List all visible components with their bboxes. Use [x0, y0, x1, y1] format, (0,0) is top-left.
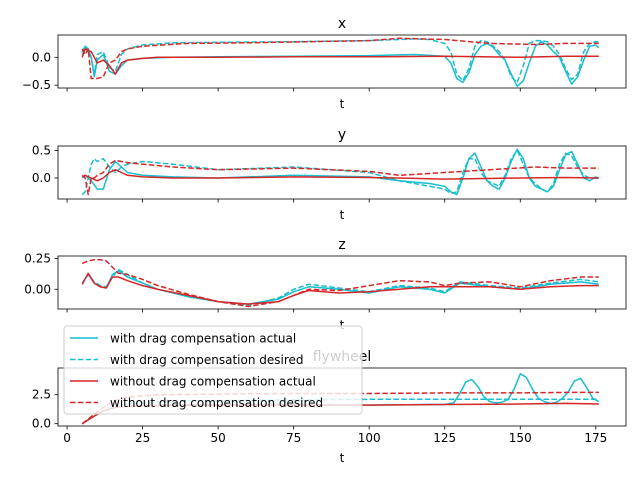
series-line-0-3	[81, 37, 599, 80]
x-tick-label-3-7: 175	[584, 431, 607, 445]
subplot-title-1: y	[338, 127, 346, 143]
x-tick-label-3-6: 150	[509, 431, 532, 445]
legend: with drag compensation actual with drag c…	[63, 325, 363, 415]
x-tick-label-3-3: 75	[286, 431, 301, 445]
axes-frame-0	[57, 34, 627, 89]
y-tick-label-1-0: 0.0	[32, 171, 51, 185]
series-line-0-1	[81, 38, 599, 84]
x-axis-label-3: t	[340, 451, 345, 465]
x-axis-label-2: t	[340, 318, 345, 332]
y-tick-label-0-1: 0.0	[32, 50, 51, 64]
y-tick-label-1-1: 0.5	[32, 143, 51, 157]
series-line-1-2	[81, 168, 599, 182]
y-tick-label-3-0: 0.0	[32, 417, 51, 431]
series-line-1-0	[81, 148, 600, 196]
y-tick-label-3-1: 2.5	[32, 388, 51, 402]
legend-box	[63, 325, 363, 415]
y-tick-label-2-0: 0.00	[24, 282, 51, 296]
series-line-2-3	[81, 258, 599, 308]
x-tick-label-3-0: 0	[63, 431, 71, 445]
series-line-0-2	[81, 48, 599, 75]
legend-label-1: with drag compensation desired	[110, 353, 304, 367]
axes-frame-2	[57, 255, 627, 310]
subplot-1: 0.0 0.5 y t	[32, 127, 627, 222]
series-line-0-0	[81, 40, 600, 88]
series-line-1-1	[81, 149, 600, 196]
x-tick-label-3-4: 100	[358, 431, 381, 445]
series-line-2-1	[81, 268, 599, 307]
legend-label-0: with drag compensation actual	[110, 332, 296, 346]
series-line-1-3	[81, 159, 599, 196]
x-tick-label-3-1: 25	[135, 431, 150, 445]
x-tick-label-3-2: 50	[210, 431, 225, 445]
subplot-title-2: z	[338, 237, 345, 253]
x-axis-label-0: t	[340, 97, 345, 111]
y-tick-label-0-0: −0.5	[22, 78, 51, 92]
legend-label-3: without drag compensation desired	[110, 396, 323, 410]
subplot-title-0: x	[338, 16, 346, 32]
legend-label-2: without drag compensation actual	[110, 375, 316, 389]
subplot-0: −0.5 0.0 x t	[22, 16, 627, 111]
x-tick-label-3-5: 125	[433, 431, 456, 445]
axes-frame-1	[57, 145, 627, 200]
x-axis-label-1: t	[340, 208, 345, 222]
subplot-2: 0.00 0.25 z t	[24, 237, 627, 332]
y-tick-label-2-1: 0.25	[24, 251, 51, 265]
